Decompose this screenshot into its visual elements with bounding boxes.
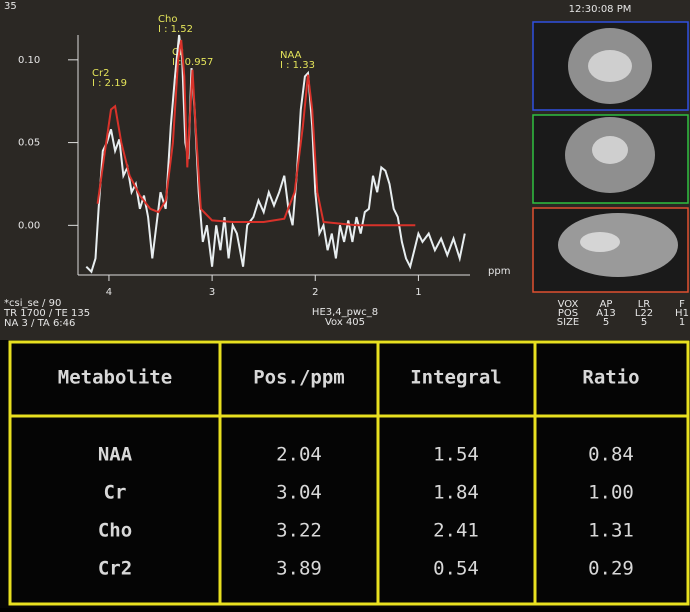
y-tick-label: 0.05 [18, 138, 40, 149]
geometry-text: 5 [603, 317, 609, 328]
screen-photo: 35 12:30:08 PM *csi_se / 90 TR 1700 / TE… [0, 0, 690, 608]
table-cell: 3.22 [276, 520, 322, 542]
sagittal-core [580, 232, 620, 252]
x-tick-label: 3 [209, 287, 215, 298]
table-cell: NAA [98, 444, 133, 466]
localizer-images [533, 22, 688, 292]
info-text: Vox 405 [325, 317, 365, 328]
annotation: I : 2.19 [92, 78, 127, 89]
clock: 12:30:08 PM [569, 4, 632, 15]
geometry-text: 1 [679, 317, 685, 328]
axial-core [588, 50, 632, 82]
table-cell: 3.04 [276, 482, 322, 504]
table-cell: 1.31 [588, 520, 634, 542]
x-tick-label: 2 [312, 287, 318, 298]
table-cell: 0.84 [588, 444, 634, 466]
table-cell: 2.41 [433, 520, 479, 542]
geometry-text: SIZE [557, 317, 579, 328]
y-tick-label: 0.00 [18, 220, 40, 231]
geometry-text: 5 [641, 317, 647, 328]
annotation: I : 1.52 [158, 24, 193, 35]
table-cell: Cho [98, 520, 132, 542]
table-cell: 3.89 [276, 558, 322, 580]
header-cell: Metabolite [58, 367, 172, 389]
table-cell: Cr2 [98, 558, 132, 580]
table-cell: 2.04 [276, 444, 322, 466]
x-tick-label: 1 [415, 287, 421, 298]
header-cell: Pos./ppm [253, 367, 345, 389]
x-tick-label: 4 [106, 287, 112, 298]
y-tick-label: 0.10 [18, 55, 40, 66]
x-axis-label: ppm [488, 266, 510, 277]
header-cell: Ratio [582, 367, 639, 389]
header-cell: Integral [410, 367, 502, 389]
table-cell: 1.54 [433, 444, 479, 466]
table-cell: 0.29 [588, 558, 634, 580]
table-cell: 1.00 [588, 482, 634, 504]
corner-text: 35 [4, 1, 17, 12]
table-cell: Cr [104, 482, 127, 504]
table-cell: 1.84 [433, 482, 479, 504]
info-text: NA 3 / TA 6:46 [4, 318, 75, 329]
coronal-core [592, 136, 628, 164]
annotation: I : 1.33 [280, 60, 315, 71]
table-cell: 0.54 [433, 558, 479, 580]
